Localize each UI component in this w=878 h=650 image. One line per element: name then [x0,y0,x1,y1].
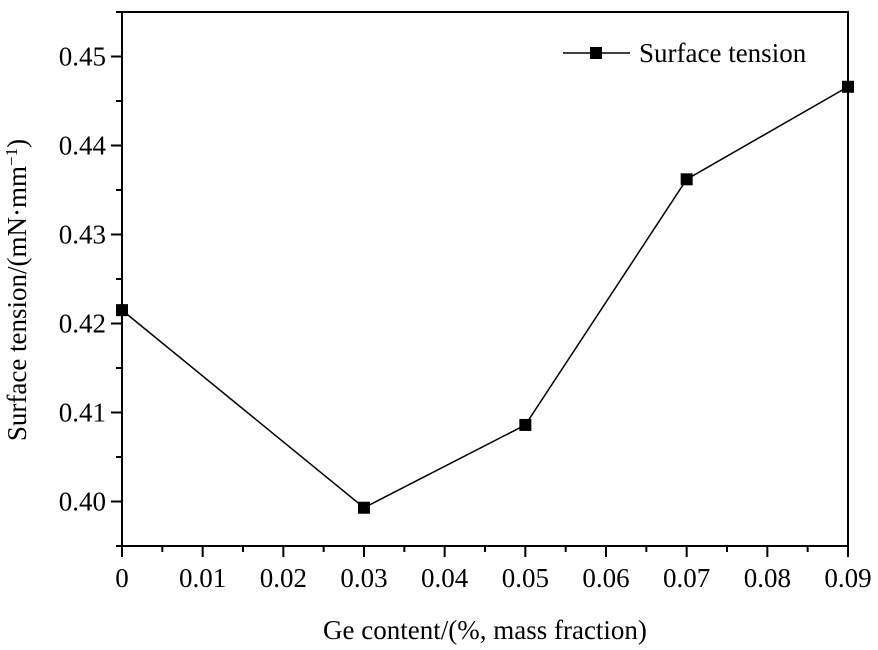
data-point-marker [680,173,693,186]
plot-frame [121,11,849,547]
x-tick-label: 0.02 [260,563,307,593]
x-tick-label: 0.01 [179,563,226,593]
y-tick-label: 0.44 [59,131,107,161]
legend-marker [590,47,602,59]
series-line [121,86,849,509]
y-tick-label: 0.42 [59,309,106,339]
x-tick-label: 0.05 [502,563,549,593]
y-tick-label: 0.45 [59,42,106,72]
ticks-layer: 0 0.01 0.02 0.03 0.04 0.05 0.06 0.07 0.08 0.09 0.4… [59,11,872,593]
y-tick-label: 0.40 [59,487,106,517]
x-tick-label: 0.04 [421,563,469,593]
y-axis-title-superscript: −1 [2,148,21,166]
x-tick-label: 0.09 [824,563,871,593]
x-tick-label: 0.03 [340,563,387,593]
y-axis-title-close: ) [2,139,32,148]
legend: Surface tension [563,38,807,68]
x-tick-label: 0.06 [582,563,629,593]
y-tick-label: 0.41 [59,398,106,428]
y-axis-title: Surface tension/(mN·mm−1) [2,139,32,441]
data-point-marker [519,418,532,431]
legend-label: Surface tension [639,38,807,68]
y-axis-title-main: Surface tension/(mN·mm [2,166,32,441]
x-tick-label: 0 [115,563,129,593]
data-point-marker [358,501,370,514]
y-tick-label: 0.43 [59,220,106,250]
x-axis-title: Ge content/(%, mass fraction) [323,615,647,645]
x-tick-label: 0.07 [663,563,710,593]
x-tick-label: 0.08 [744,563,791,593]
series-layer [116,80,854,514]
